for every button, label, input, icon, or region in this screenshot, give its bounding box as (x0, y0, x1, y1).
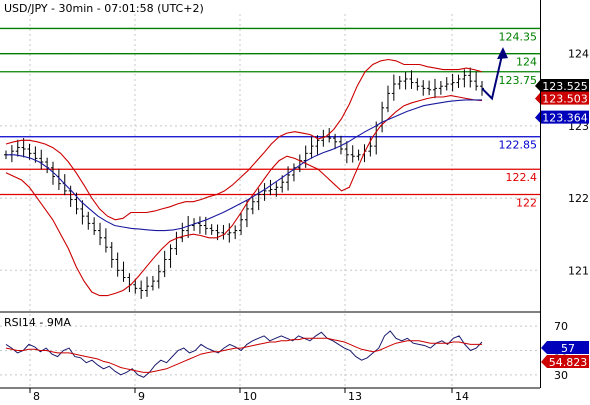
level-label: 122.4 (506, 171, 538, 184)
moving-average-line (6, 99, 482, 232)
price-box-pointer (535, 91, 541, 105)
rsi-value-label: 54.823 (549, 356, 588, 369)
level-label: 122.85 (499, 139, 538, 152)
y-tick-label: 122 (568, 192, 589, 205)
bollinger-band-line (5, 95, 483, 297)
price-box (541, 110, 589, 124)
price-box (541, 79, 589, 92)
x-tick-label: 8 (33, 390, 40, 403)
rsi-signal-line (5, 337, 482, 373)
forecast-arrow-line (481, 54, 503, 101)
price-box-label: 123.503 (542, 93, 588, 106)
y-tick-label: 121 (568, 264, 589, 277)
price-box-label: 123.364 (542, 112, 588, 125)
rsi-value-box-pointer (541, 341, 547, 354)
level-label: 123.75 (499, 74, 538, 87)
level-label: 124.35 (499, 30, 538, 43)
price-box (541, 91, 589, 105)
x-tick-label: 13 (348, 390, 362, 403)
rsi-title: RSI14 - 9MA (4, 316, 71, 329)
forecast-arrow-head (497, 47, 508, 60)
rsi-value-box-pointer (541, 355, 547, 368)
level-label: 122 (516, 196, 537, 209)
chart-title: USD/JPY - 30min - 07:01:58 (UTC+2) (4, 2, 204, 15)
price-box-pointer (535, 79, 541, 92)
rsi-value-box (547, 355, 589, 368)
rsi-y-tick-label: 70 (554, 320, 568, 333)
y-tick-label: 124 (568, 48, 589, 61)
rsi-y-tick-label: 30 (554, 369, 568, 382)
x-tick-label: 10 (243, 390, 257, 403)
bollinger-band-line (5, 58, 483, 221)
rsi-value-box (547, 341, 589, 354)
price-box-pointer (535, 110, 541, 124)
x-tick-label: 14 (455, 390, 469, 403)
price-box-label: 123.525 (542, 80, 588, 93)
x-tick-label: 9 (138, 390, 145, 403)
rsi-value-label: 57 (561, 342, 575, 355)
level-label: 124 (516, 56, 537, 69)
